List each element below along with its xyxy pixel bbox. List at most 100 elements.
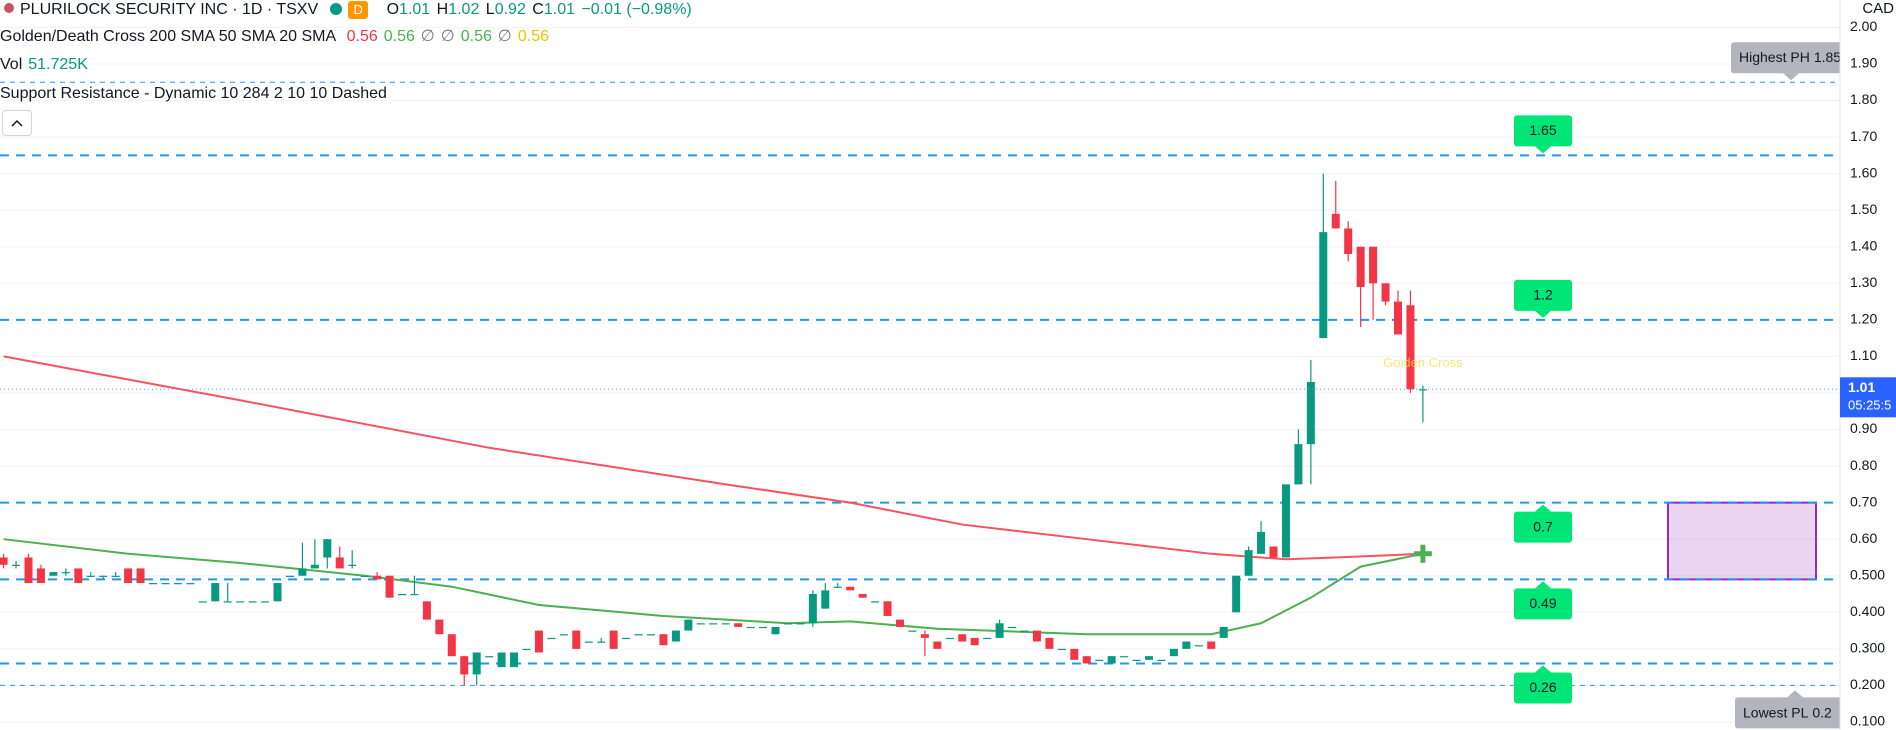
- candle-body: [896, 619, 904, 627]
- candle-body: [1120, 656, 1129, 658]
- sr-row: Support Resistance - Dynamic 10 284 2 10…: [0, 84, 393, 104]
- candle-body: [161, 583, 170, 585]
- axis-background: [1840, 0, 1896, 730]
- indicator-value: ∅: [420, 28, 435, 45]
- signal-marker: [1413, 544, 1432, 563]
- candle-body: [684, 619, 693, 631]
- y-tick-label: 0.500: [1850, 566, 1885, 582]
- lowest-badge: [1735, 697, 1840, 729]
- candle-body: [510, 652, 519, 668]
- plot-area: Golden Cross 1.65 1.2 0.7 0.49 0.26 Highest PH…: [0, 26, 1841, 729]
- candle-body: [248, 601, 257, 603]
- candle-body: [771, 626, 780, 635]
- candle-body: [1257, 531, 1266, 554]
- candle-body: [136, 568, 145, 584]
- open-value: 1.01: [399, 1, 431, 18]
- candle-body: [933, 641, 942, 649]
- level-badge-pointer: [1535, 504, 1551, 512]
- candle-body: [597, 641, 606, 643]
- candle-body: [373, 575, 382, 580]
- level-badge-pointer: [1535, 310, 1551, 318]
- indicator-row: Golden/Death Cross 200 SMA 50 SMA 20 SMA…: [0, 27, 555, 47]
- level-label: 0.26: [1529, 679, 1556, 695]
- candle-body: [647, 634, 655, 636]
- lowest-badge-pointer: [1787, 690, 1803, 698]
- y-tick-label: 0.400: [1850, 603, 1885, 619]
- candle-body: [1145, 656, 1153, 660]
- candle-body: [335, 557, 344, 569]
- lowest-text: Lowest PL 0.2: [1743, 704, 1832, 720]
- sr-indicator: Support Resistance - Dynamic 10 284 2 10…: [0, 85, 387, 102]
- highest-value: 1.85: [1814, 49, 1841, 65]
- candle-body: [124, 568, 133, 584]
- candle-body: [1306, 381, 1315, 445]
- candle-body: [522, 648, 531, 651]
- y-tick-label: 0.60: [1850, 530, 1877, 546]
- status-dot: [330, 3, 343, 15]
- candle-body: [1406, 305, 1415, 390]
- highest-badge-pointer: [1783, 73, 1799, 81]
- level-badge: [1514, 672, 1572, 704]
- y-tick-label: 0.100: [1850, 713, 1885, 729]
- candle-body: [497, 652, 506, 668]
- candle-body: [671, 630, 680, 642]
- currency: CAD: [1862, 0, 1894, 17]
- level-badge: [1514, 115, 1572, 147]
- y-tick-label: 1.10: [1850, 347, 1877, 363]
- candle-body: [1008, 626, 1017, 629]
- candle-body: [86, 575, 95, 577]
- candle-body: [1107, 656, 1116, 664]
- level-badge: [1514, 279, 1572, 311]
- level-badge-pointer: [1535, 581, 1551, 589]
- candle-body: [198, 601, 207, 603]
- lowest-value: 0.2: [1812, 704, 1832, 720]
- price-label: 1.01: [1848, 379, 1875, 395]
- zone: [1667, 501, 1817, 581]
- candle-body: [1032, 630, 1041, 642]
- candle-body: [783, 623, 792, 625]
- level-badge-pointer: [1535, 146, 1551, 154]
- candle-body: [559, 634, 568, 636]
- low-value: 0.92: [494, 1, 526, 18]
- indicator-value: ∅: [440, 28, 455, 45]
- candle-body: [1157, 659, 1166, 662]
- countdown: 05:25:5: [1848, 398, 1891, 413]
- candle-body: [1356, 246, 1365, 287]
- collapse-icon: [11, 119, 23, 127]
- candle-body: [0, 557, 8, 565]
- candle-body: [1381, 283, 1390, 302]
- volume-row: Vol 51.725K: [0, 55, 90, 75]
- high-label: H: [436, 1, 449, 18]
- price-axis: 2.00 1.90 1.80 1.70 1.60 1.50 1.40 1.30 1.20 1.10…: [1839, 0, 1896, 730]
- y-tick-label: 0.80: [1850, 457, 1877, 473]
- y-tick-label: 0.200: [1850, 676, 1885, 692]
- candle-body: [261, 601, 270, 603]
- candle-body: [61, 572, 70, 574]
- candle-body: [721, 623, 730, 625]
- candle-body: [634, 634, 643, 636]
- candle-body: [49, 572, 58, 576]
- y-tick-label: 1.90: [1850, 55, 1877, 71]
- level-badge-pointer: [1535, 665, 1551, 673]
- candle-body: [1294, 444, 1303, 485]
- level-badge: [1514, 588, 1572, 620]
- open-label: O: [386, 1, 400, 18]
- candle-body: [422, 601, 431, 620]
- y-tick-label: 1.70: [1850, 128, 1877, 144]
- candle-body: [398, 594, 406, 596]
- highest-label: Highest PH: [1739, 49, 1810, 65]
- candle-body: [385, 575, 394, 598]
- candle-body: [460, 656, 469, 675]
- candle-body: [310, 564, 319, 569]
- level-label: 0.49: [1529, 595, 1556, 611]
- candle-body: [883, 601, 892, 616]
- candle-body: [485, 656, 494, 658]
- candle-body: [908, 630, 917, 632]
- high-value: 1.02: [448, 1, 480, 18]
- candle-body: [970, 637, 979, 646]
- candle-body: [74, 568, 83, 584]
- candle-body: [796, 623, 805, 625]
- symbol: PLURILOCK SECURITY INC · 1D · TSXV: [20, 1, 319, 18]
- collapse-button[interactable]: [2, 110, 32, 136]
